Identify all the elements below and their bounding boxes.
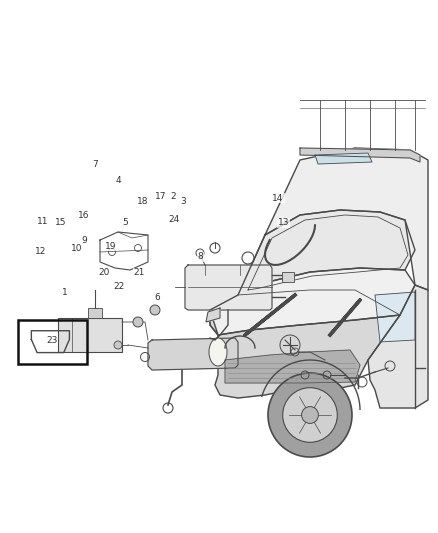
Text: 7: 7 — [92, 160, 99, 168]
Bar — [282, 272, 294, 282]
Text: 2: 2 — [170, 192, 176, 200]
Text: 21: 21 — [134, 269, 145, 277]
Text: 3: 3 — [180, 197, 186, 206]
Ellipse shape — [209, 338, 227, 366]
Text: 20: 20 — [99, 269, 110, 277]
Text: 16: 16 — [78, 212, 90, 220]
Text: 22: 22 — [113, 282, 125, 291]
Polygon shape — [265, 148, 428, 290]
Circle shape — [283, 387, 337, 442]
Bar — [58, 318, 122, 352]
Polygon shape — [368, 285, 428, 408]
Text: 19: 19 — [105, 242, 116, 251]
Text: 8: 8 — [198, 253, 204, 261]
Text: 23: 23 — [46, 336, 57, 344]
Bar — [88, 308, 102, 318]
Text: 24: 24 — [169, 215, 180, 224]
Polygon shape — [300, 148, 420, 162]
Polygon shape — [210, 310, 400, 398]
Text: 17: 17 — [155, 192, 167, 200]
Text: 11: 11 — [37, 217, 49, 225]
Polygon shape — [210, 268, 415, 335]
Text: 5: 5 — [122, 219, 128, 227]
Text: 9: 9 — [81, 237, 87, 245]
Polygon shape — [206, 308, 220, 322]
Text: 13: 13 — [278, 219, 290, 227]
Polygon shape — [238, 210, 415, 295]
Text: 14: 14 — [272, 194, 284, 203]
Text: 6: 6 — [155, 293, 161, 302]
Polygon shape — [315, 153, 372, 164]
Polygon shape — [225, 350, 360, 383]
Text: 10: 10 — [71, 245, 82, 253]
Bar — [18, 320, 87, 364]
Polygon shape — [375, 292, 415, 342]
Text: 12: 12 — [35, 247, 46, 256]
Circle shape — [114, 341, 122, 349]
Text: 4: 4 — [116, 176, 121, 184]
Circle shape — [133, 317, 143, 327]
Text: 1: 1 — [62, 288, 68, 296]
Polygon shape — [185, 265, 272, 310]
Text: 15: 15 — [55, 219, 66, 227]
Circle shape — [150, 305, 160, 315]
Polygon shape — [148, 338, 238, 370]
Circle shape — [268, 373, 352, 457]
Text: 18: 18 — [137, 197, 148, 206]
Circle shape — [302, 407, 318, 423]
